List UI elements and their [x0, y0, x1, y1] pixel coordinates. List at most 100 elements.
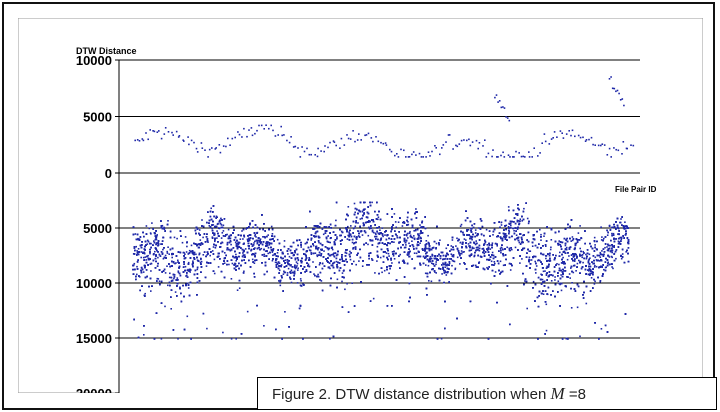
bottom-point: [506, 246, 508, 249]
bottom-point: [305, 270, 308, 272]
bottom-point: [542, 270, 545, 273]
bottom-point: [216, 216, 218, 218]
top-point: [456, 145, 459, 148]
bottom-point: [187, 261, 190, 264]
bottom-point: [617, 240, 620, 243]
bottom-point: [474, 232, 477, 234]
bottom-point: [545, 245, 547, 247]
bottom-point: [377, 218, 379, 221]
top-point: [187, 136, 189, 138]
top-point: [550, 138, 553, 140]
bottom-point: [207, 241, 209, 243]
bottom-point: [558, 269, 560, 272]
bottom-point: [199, 239, 202, 241]
top-peak-point: [502, 106, 504, 108]
gridlines: [119, 59, 640, 339]
top-point: [469, 144, 472, 147]
top-point: [539, 152, 541, 154]
top-point: [500, 154, 502, 157]
top-point: [200, 142, 203, 144]
bottom-point: [133, 262, 136, 265]
bottom-point: [550, 227, 552, 230]
top-peak-point: [619, 99, 622, 101]
top-point: [442, 144, 445, 146]
bottom-point: [367, 243, 369, 246]
top-point: [364, 134, 366, 137]
top-point: [303, 150, 306, 153]
top-point: [286, 139, 288, 142]
bottom-point: [397, 221, 400, 223]
top-point: [601, 143, 604, 145]
bottom-point: [349, 250, 351, 253]
top-point: [434, 145, 436, 147]
top-peak-point: [613, 87, 616, 90]
bottom-point: [141, 251, 143, 253]
bottom-point: [201, 219, 203, 221]
bottom-point: [624, 221, 626, 223]
top-point: [559, 130, 562, 132]
bottom-point: [318, 263, 321, 266]
bottom-point: [330, 253, 333, 256]
bottom-point: [294, 258, 297, 261]
bottom-point: [289, 245, 292, 248]
bottom-point: [220, 217, 222, 220]
bottom-point: [417, 238, 420, 240]
bottom-point: [335, 260, 338, 263]
bottom-point: [224, 252, 226, 254]
bottom-point: [600, 328, 603, 330]
bottom-point: [284, 259, 287, 261]
top-point: [435, 147, 437, 149]
top-point: [333, 141, 336, 143]
bottom-point: [136, 273, 138, 276]
bottom-point: [361, 265, 364, 267]
bottom-point: [149, 232, 152, 234]
bottom-point: [383, 243, 385, 245]
bottom-point: [613, 245, 615, 247]
top-point: [415, 154, 417, 156]
bottom-point: [534, 260, 536, 263]
bottom-point: [570, 240, 572, 242]
bottom-point: [587, 260, 590, 262]
top-peak-point: [623, 104, 625, 107]
bottom-point: [496, 235, 498, 238]
bottom-point: [559, 283, 561, 286]
bottom-point: [353, 260, 355, 263]
bottom-point: [603, 268, 605, 271]
top-point: [241, 136, 243, 138]
top-point: [531, 156, 533, 158]
bottom-point: [390, 259, 392, 261]
bottom-point: [206, 327, 208, 330]
top-point: [427, 151, 430, 153]
bottom-point: [592, 262, 594, 265]
bottom-point: [601, 236, 603, 238]
top-point: [384, 142, 387, 144]
bottom-point: [279, 284, 282, 287]
bottom-point: [528, 256, 531, 259]
top-point: [153, 130, 156, 133]
top-point: [339, 147, 341, 149]
bottom-point: [213, 272, 216, 275]
bottom-point: [460, 250, 463, 252]
top-point: [347, 137, 350, 140]
bottom-point: [627, 247, 630, 249]
bottom-point: [217, 266, 220, 268]
bottom-point: [435, 259, 438, 261]
bottom-point: [601, 250, 603, 252]
bottom-point: [282, 273, 285, 275]
top-point: [394, 154, 396, 157]
bottom-point: [478, 249, 481, 252]
bottom-point: [540, 233, 542, 236]
bottom-point: [558, 263, 560, 266]
bottom-point: [413, 252, 416, 254]
bottom-point: [522, 234, 524, 237]
top-point: [283, 134, 285, 136]
top-point: [177, 136, 180, 138]
top-point: [229, 144, 231, 146]
bottom-point: [590, 277, 593, 279]
top-point: [314, 154, 316, 156]
top-point: [507, 154, 510, 156]
bottom-point: [615, 257, 617, 260]
bottom-point: [177, 279, 179, 281]
bottom-point: [276, 238, 279, 241]
bottom-point: [599, 256, 602, 258]
